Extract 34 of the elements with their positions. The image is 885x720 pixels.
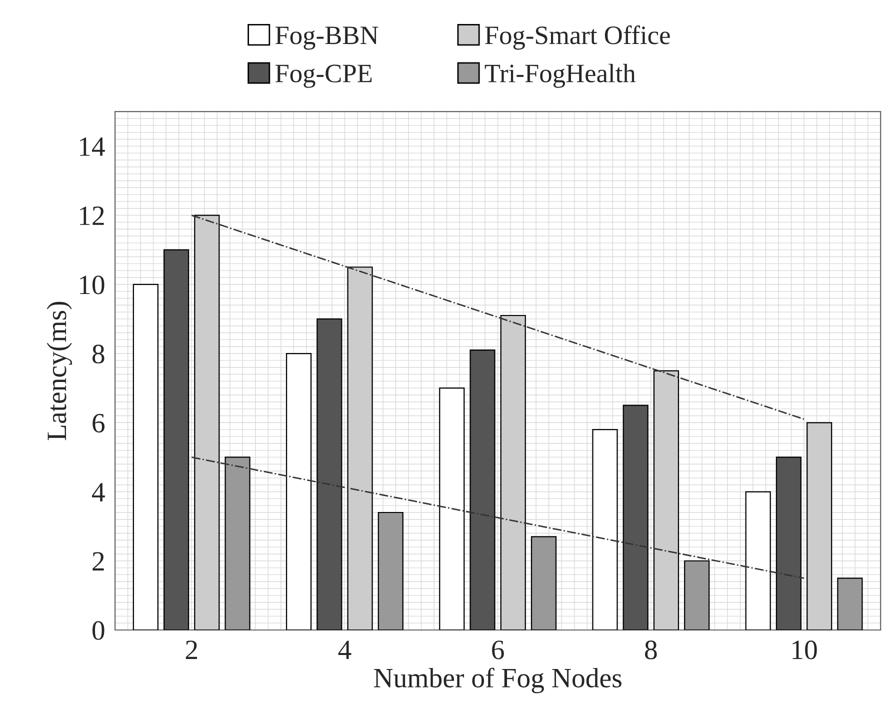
x-tick-label: 6 <box>492 640 504 660</box>
bar <box>530 536 557 630</box>
y-tick-label: 10 <box>80 276 104 294</box>
y-axis-title: Latency(ms) <box>46 302 72 440</box>
x-axis-title: Number of Fog Nodes <box>374 668 622 694</box>
x-tick-label: 10 <box>792 640 817 660</box>
legend-label: Fog-Smart Office <box>485 25 670 50</box>
bar <box>745 491 771 630</box>
y-tick-label: 2 <box>92 552 104 571</box>
bar <box>378 512 404 630</box>
bar <box>622 404 648 630</box>
legend-label: Tri-FogHealth <box>484 64 636 88</box>
bar <box>592 428 618 630</box>
legend-label: Fog-BBN <box>275 26 378 50</box>
x-tick-label: 8 <box>645 640 657 660</box>
bar <box>776 456 802 630</box>
bar <box>684 560 710 630</box>
x-tick-label: 2 <box>186 640 198 659</box>
x-tick-label: 4 <box>338 640 352 659</box>
y-tick-label: 0 <box>92 621 104 640</box>
y-tick-label: 14 <box>80 137 105 156</box>
bar <box>439 388 465 630</box>
bar <box>837 578 863 630</box>
bar <box>132 284 158 630</box>
legend-label: Fog-CPE <box>275 64 372 88</box>
y-tick-label: 12 <box>80 206 104 225</box>
bar <box>316 318 342 630</box>
y-tick-label: 6 <box>92 414 104 433</box>
bar <box>470 350 496 630</box>
y-tick-label: 4 <box>92 483 105 502</box>
bar <box>163 249 190 630</box>
y-tick-label: 8 <box>92 344 104 364</box>
bar <box>224 456 250 630</box>
bar <box>286 352 312 630</box>
